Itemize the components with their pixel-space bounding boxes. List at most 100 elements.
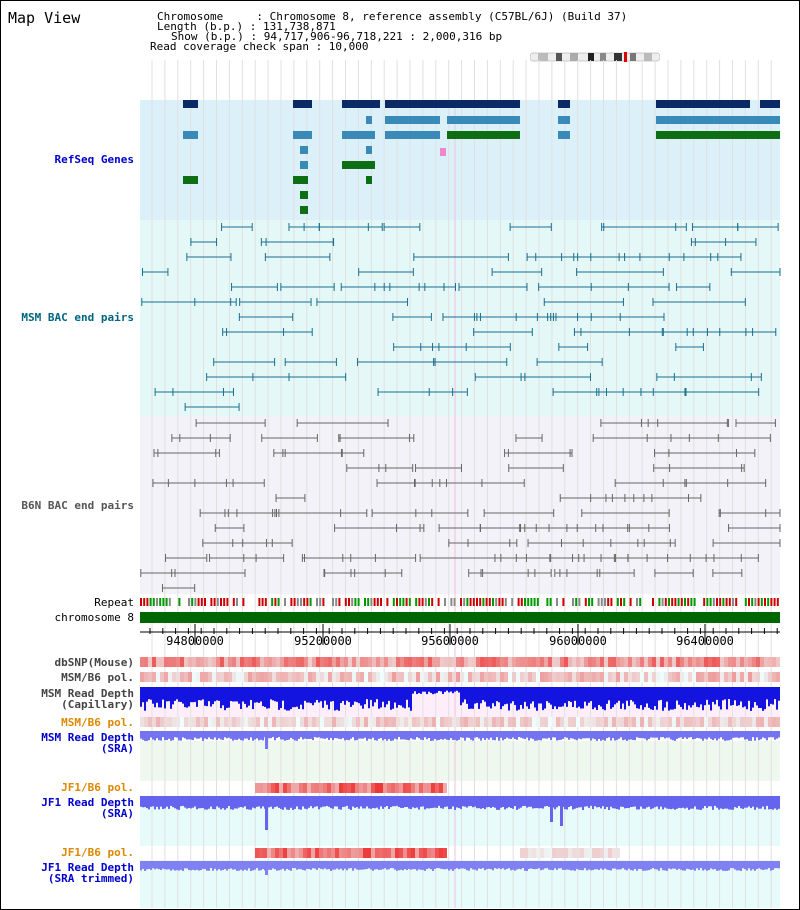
depth-bar [380, 687, 382, 708]
repeat-mark [472, 598, 475, 606]
track-label-chromosome[interactable]: chromosome 8 [54, 611, 134, 624]
depth-bar [206, 796, 208, 810]
depth-bar [242, 731, 244, 741]
depth-bar [678, 731, 680, 738]
track-label-b6n-bac[interactable]: B6N BAC end pairs [21, 499, 134, 512]
depth-bar [376, 687, 378, 700]
heat-cell [620, 657, 624, 667]
depth-bar [422, 687, 424, 692]
heat-cell [168, 672, 172, 682]
repeat-mark [511, 598, 514, 606]
heat-cell [372, 672, 376, 682]
depth-bar [144, 796, 146, 808]
chromosome-ideogram[interactable] [530, 52, 660, 62]
heat-cell [508, 657, 512, 667]
repeat-mark [376, 598, 379, 606]
depth-bar [644, 731, 646, 739]
depth-bar [274, 796, 276, 808]
depth-bar [358, 861, 360, 870]
depth-bar [678, 687, 680, 705]
depth-bar [176, 861, 178, 871]
depth-bar [590, 687, 592, 702]
depth-bar [548, 687, 550, 703]
heat-cell [512, 717, 516, 727]
heat-cell [164, 672, 168, 682]
depth-bar [638, 731, 640, 738]
heat-cell [500, 657, 504, 667]
track-label-dbsnp[interactable]: dbSNP(Mouse) [54, 656, 134, 669]
repeat-mark [674, 598, 677, 606]
heat-cell [576, 672, 580, 682]
depth-bar [670, 861, 672, 870]
depth-bar [626, 861, 628, 871]
depth-bar [636, 796, 638, 810]
heat-cell [692, 672, 696, 682]
heat-cell [416, 672, 420, 682]
depth-bar [302, 731, 304, 740]
track-label-msm-pol-2[interactable]: MSM/B6 pol. [61, 716, 134, 729]
depth-bar [188, 731, 190, 740]
track-label-msm-bac[interactable]: MSM BAC end pairs [21, 311, 134, 324]
heat-cell [383, 783, 387, 793]
depth-bar [490, 731, 492, 738]
track-label-msm-depth-sra[interactable]: MSM Read Depth (SRA) [41, 732, 134, 754]
depth-bar [716, 687, 718, 700]
repeat-mark [664, 598, 667, 606]
depth-bar [580, 731, 582, 740]
heat-cell [636, 717, 640, 727]
depth-bar [598, 731, 600, 740]
depth-bar [358, 796, 360, 809]
depth-bar [426, 796, 428, 809]
depth-bar [430, 687, 432, 693]
depth-bar [514, 731, 516, 739]
depth-bar [204, 861, 206, 870]
depth-bar [712, 796, 714, 810]
depth-bar [398, 731, 400, 738]
track-label-jf1-pol[interactable]: JF1/B6 pol. [61, 781, 134, 794]
depth-bar [562, 687, 564, 707]
depth-bar [166, 687, 168, 702]
depth-bar [658, 796, 660, 810]
depth-bar [652, 731, 654, 738]
depth-bar [470, 687, 472, 709]
depth-bar [284, 861, 286, 871]
track-label-msm-depth-capillary[interactable]: MSM Read Depth (Capillary) [41, 688, 134, 710]
heat-cell [624, 657, 628, 667]
depth-bar [702, 796, 704, 809]
depth-bar [486, 731, 488, 739]
track-label-jf1-pol-2[interactable]: JF1/B6 pol. [61, 846, 134, 859]
heat-cell [320, 672, 324, 682]
depth-bar [178, 861, 180, 871]
track-label-jf1-trimmed[interactable]: JF1 Read Depth (SRA trimmed) [41, 862, 134, 884]
depth-bar [420, 687, 422, 694]
heat-cell [560, 657, 564, 667]
depth-bar [406, 796, 408, 808]
depth-bar [406, 687, 408, 700]
track-label-repeat[interactable]: Repeat [94, 596, 134, 609]
depth-bar [416, 861, 418, 871]
depth-bar [384, 687, 386, 708]
track-label-refseq[interactable]: RefSeq Genes [54, 153, 134, 166]
heat-cell [284, 657, 288, 667]
track-label-msm-pol[interactable]: MSM/B6 pol. [61, 671, 134, 684]
gene-exon [300, 146, 308, 154]
depth-bar [450, 731, 452, 739]
heat-cell [204, 657, 208, 667]
heatmap-tracks [140, 657, 780, 858]
heat-cell [632, 657, 636, 667]
depth-bar [498, 796, 500, 810]
depth-bar [598, 687, 600, 705]
depth-bar [640, 687, 642, 706]
track-label-jf1-depth[interactable]: JF1 Read Depth (SRA) [41, 797, 134, 819]
depth-bar [280, 861, 282, 870]
depth-bar [480, 687, 482, 704]
repeat-mark [303, 598, 306, 606]
depth-bar [506, 731, 508, 738]
depth-bar [504, 796, 506, 810]
depth-bar [358, 687, 360, 704]
heat-cell [403, 848, 407, 858]
depth-bar [334, 687, 336, 711]
depth-bar [532, 731, 534, 740]
heat-cell [548, 848, 552, 858]
